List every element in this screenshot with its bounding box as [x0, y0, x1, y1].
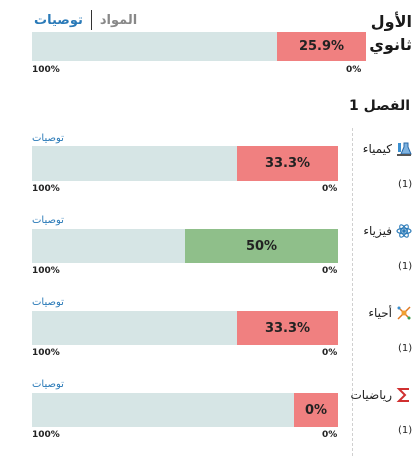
math-progress-fill: 0% [294, 393, 338, 427]
math-scale-max: 100% [32, 430, 60, 440]
chemistry-count: (1) [398, 179, 413, 190]
math-percent: 0% [304, 402, 328, 418]
math-recommendations-link[interactable]: توصيات [32, 379, 64, 390]
biology-recommendations-link[interactable]: توصيات [32, 297, 64, 308]
physics-label: فيزياء [363, 224, 392, 238]
math-sigma-icon [396, 387, 412, 403]
math-scale-min: 0% [322, 430, 338, 440]
physics-scale-min: 0% [322, 266, 338, 276]
physics-atom-icon [396, 223, 412, 239]
grade-title-line2: ثانوي [369, 35, 412, 54]
math-progress-bar: 0% [32, 393, 338, 427]
biology-label: أحياء [368, 306, 392, 320]
chemistry-scale-min: 0% [322, 184, 338, 194]
math-count: (1) [398, 425, 413, 436]
chemistry-scale-max: 100% [32, 184, 60, 194]
grade-title: الأول ثانوي [342, 10, 412, 56]
tab-materials[interactable]: المواد [99, 12, 138, 28]
subject-chemistry[interactable]: كيمياء [363, 141, 412, 157]
chemistry-flask-icon [396, 141, 412, 157]
biology-scale-min: 0% [322, 348, 338, 358]
biology-count: (1) [398, 343, 413, 354]
term-title: الفصل 1 [348, 98, 410, 114]
overall-scale-max: 100% [32, 65, 60, 75]
physics-scale-max: 100% [32, 266, 60, 276]
physics-percent: 50% [245, 238, 278, 254]
physics-count: (1) [398, 261, 413, 272]
overall-scale-min: 0% [346, 65, 362, 75]
biology-progress-bar: 33.3% [32, 311, 338, 345]
chemistry-label: كيمياء [362, 142, 392, 156]
subject-math[interactable]: رياضيات [350, 387, 412, 403]
biology-scale-max: 100% [32, 348, 60, 358]
math-label: رياضيات [350, 388, 392, 402]
column-divider [352, 128, 353, 456]
biology-progress-fill: 33.3% [237, 311, 338, 345]
tab-recommendations[interactable]: توصيات [34, 12, 83, 28]
chemistry-recommendations-link[interactable]: توصيات [32, 133, 64, 144]
physics-progress-bar: 50% [32, 229, 338, 263]
physics-progress-fill: 50% [185, 229, 338, 263]
chemistry-progress-bar: 33.3% [32, 146, 338, 181]
subject-physics[interactable]: فيزياء [363, 223, 412, 239]
subject-biology[interactable]: أحياء [368, 305, 412, 321]
biology-percent: 33.3% [264, 320, 311, 336]
overall-percent: 25.9% [298, 39, 345, 54]
tab-divider [90, 10, 92, 30]
overall-progress-fill: 25.9% [277, 32, 366, 61]
grade-title-line1: الأول [370, 12, 412, 31]
chemistry-percent: 33.3% [264, 156, 311, 171]
view-tabs: توصيات المواد [34, 10, 137, 30]
chemistry-progress-fill: 33.3% [237, 146, 338, 181]
physics-recommendations-link[interactable]: توصيات [32, 215, 64, 226]
overall-progress-bar: 25.9% [32, 32, 366, 61]
biology-icon [396, 305, 412, 321]
